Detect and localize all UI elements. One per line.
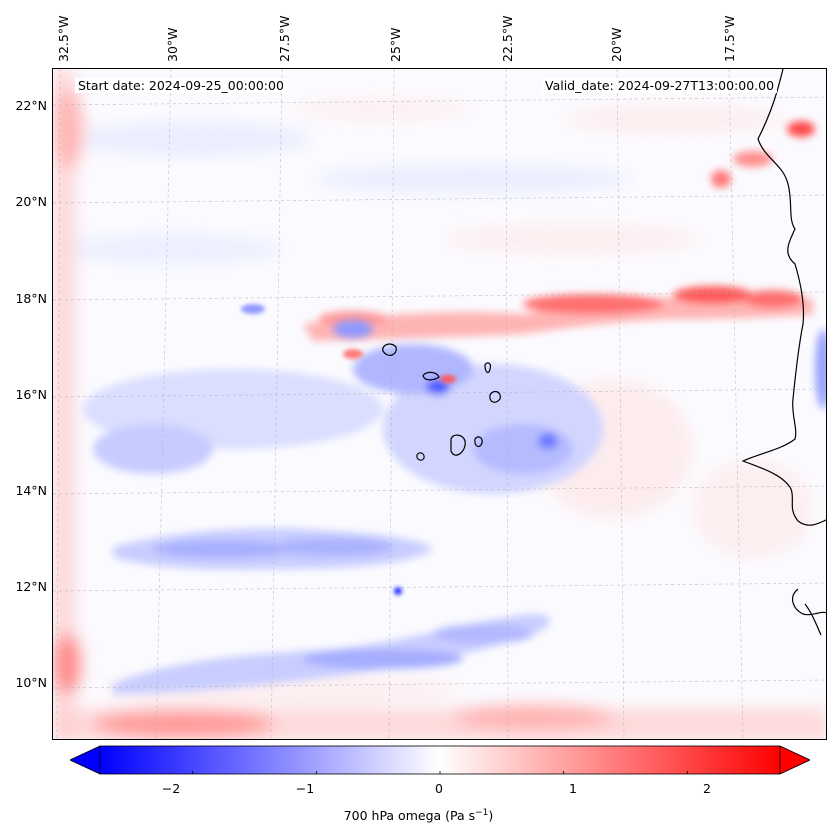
- island-maio: [474, 436, 483, 448]
- lon-label-25w: 25°W: [388, 27, 403, 62]
- guinea-coastline: [791, 588, 826, 616]
- colorbar-tick-label: −1: [295, 781, 315, 796]
- island-fogo: [416, 452, 425, 461]
- lon-label-32-5w: 32.5°W: [56, 15, 71, 62]
- start-date-label: Start date: 2024-09-25_00:00:00: [75, 78, 287, 93]
- lon-label-27-5w: 27.5°W: [277, 15, 292, 62]
- lat-label-16n: 16°N: [15, 387, 47, 402]
- lon-label-30w: 30°W: [165, 27, 180, 62]
- colorbar-gradient: [99, 745, 781, 775]
- lat-label-20n: 20°N: [15, 194, 47, 209]
- lon-label-22-5w: 22.5°W: [500, 15, 515, 62]
- positive-band-18n: [303, 121, 815, 341]
- lat-label-18n: 18°N: [15, 291, 47, 306]
- coast-segment: [804, 603, 822, 636]
- coastlines: [382, 69, 826, 636]
- colorbar-label: 700 hPa omega (Pa s−1): [343, 808, 494, 824]
- small-features: [241, 304, 456, 595]
- lat-label-14n: 14°N: [15, 483, 47, 498]
- boundary-artifacts: [53, 69, 826, 739]
- colorbar-min-extend: [70, 745, 101, 775]
- island-sao-vicente: [422, 371, 440, 381]
- lat-label-10n: 10°N: [15, 675, 47, 690]
- colorbar-tick-label: 2: [703, 781, 711, 796]
- lon-label-20w: 20°W: [609, 27, 624, 62]
- colorbar: [70, 745, 810, 775]
- negative-cluster-central: [83, 320, 826, 494]
- island-santo-antao: [382, 343, 397, 356]
- island-boa-vista: [489, 390, 501, 403]
- valid-date-label: Valid_date: 2024-09-27T13:00:00.00: [542, 78, 778, 93]
- map-panel[interactable]: Start date: 2024-09-25_00:00:00 Valid_da…: [52, 68, 827, 740]
- omega-field-map: [53, 69, 826, 739]
- island-sal: [484, 362, 492, 374]
- africa-coastline: [741, 69, 826, 526]
- colorbar-tick-label: −2: [161, 781, 181, 796]
- negative-band-12n: [113, 528, 433, 570]
- colorbar-max-extend: [779, 745, 810, 775]
- graticule: [53, 69, 826, 739]
- colorbar-tick-label: 0: [435, 781, 443, 796]
- lon-label-17-5w: 17.5°W: [722, 15, 737, 62]
- colorbar-tick-label: 1: [569, 781, 577, 796]
- lat-label-22n: 22°N: [15, 98, 47, 113]
- island-santiago: [450, 434, 466, 456]
- lat-label-12n: 12°N: [15, 579, 47, 594]
